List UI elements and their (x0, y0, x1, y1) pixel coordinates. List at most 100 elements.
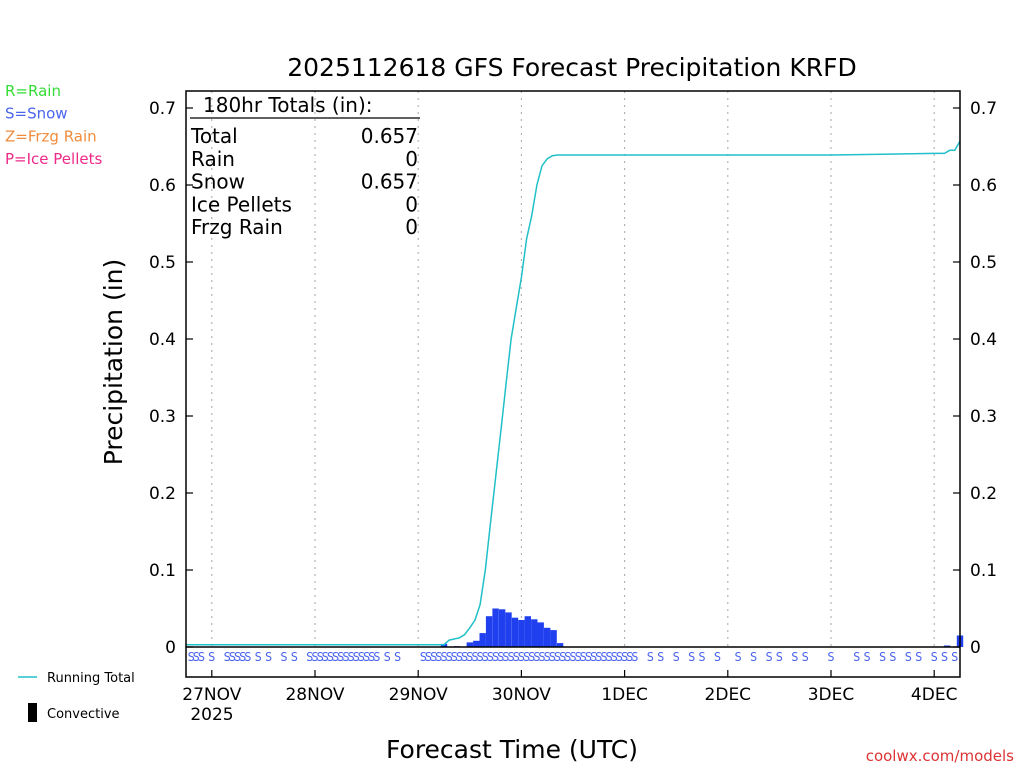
x-axis: 27NOV 28NOV 29NOV 30NOV 1DEC 2DEC 3DEC 4DEC (182, 670, 957, 705)
ptype-letter: S (827, 650, 834, 664)
y-axis-left: 0 0.1 0.2 0.3 0.4 0.5 0.6 0.7 (149, 99, 193, 658)
ptype-letter: S (951, 650, 958, 664)
ptype-letter: S (657, 650, 664, 664)
ptype-letter: S (358, 650, 365, 664)
ptype-letter: S (342, 650, 349, 664)
totals-box: 180hr Totals (in): Total 0.657 Rain 0 Snow 0.… (190, 93, 420, 239)
ptype-letter: S (239, 650, 246, 664)
ptype-letter: S (590, 650, 597, 664)
ptype-letter: S (234, 650, 241, 664)
ptype-letter: S (476, 650, 483, 664)
precip-bar (556, 643, 564, 647)
y-tick-label: 0.5 (149, 253, 176, 273)
ptype-letter: S (600, 650, 607, 664)
ptype-letter: S (224, 650, 231, 664)
x-year-label: 2025 (190, 705, 233, 725)
y-tick-label: 0.2 (149, 484, 176, 504)
ptype-letter: S (353, 650, 360, 664)
ptype-letter: S (611, 650, 618, 664)
precip-bar (550, 630, 557, 647)
ptype-letter: S (471, 650, 478, 664)
ptype-letter: S (451, 650, 458, 664)
totals-row-value: 0.657 (361, 170, 418, 194)
totals-row-label: Total (190, 124, 238, 148)
ptype-letter: S (265, 650, 272, 664)
ptype-letter: S (368, 650, 375, 664)
ptype-letter: S (595, 650, 602, 664)
ptype-letter: S (337, 650, 344, 664)
x-tick-label: 2DEC (705, 685, 752, 705)
precip-bar (479, 633, 486, 647)
y-tick-label-right: 0.4 (970, 330, 997, 350)
ptype-letter: S (394, 650, 401, 664)
ptype-letter: S (621, 650, 628, 664)
ptype-letter: S (317, 650, 324, 664)
y-tick-label: 0.4 (149, 330, 176, 350)
x-tick-label: 28NOV (285, 685, 344, 705)
ptype-letter: S (626, 650, 633, 664)
ptype-letter: S (915, 650, 922, 664)
ptype-legend-item: S=Snow (5, 105, 68, 123)
precip-bars (440, 608, 964, 648)
y-tick-label-right: 0 (970, 638, 981, 658)
ptype-letter: S (631, 650, 638, 664)
ptype-letter: S (941, 650, 948, 664)
totals-row-label: Frzg Rain (191, 215, 283, 239)
ptype-letter: S (188, 650, 195, 664)
ptype-letter: S (425, 650, 432, 664)
precip-bar (537, 622, 544, 647)
ptype-letter: S (889, 650, 896, 664)
ptype-legend-item: P=Ice Pellets (5, 150, 102, 168)
ptype-letter: S (244, 650, 251, 664)
ptype-letter: S (931, 650, 938, 664)
chart-title: 2025112618 GFS Forecast Precipitation KR… (287, 53, 856, 82)
ptype-letter: S (853, 650, 860, 664)
ptype-letter: S (673, 650, 680, 664)
totals-row-label: Rain (191, 147, 235, 171)
ptype-letter: S (229, 650, 236, 664)
ptype-letter: S (456, 650, 463, 664)
plot-frame (185, 90, 961, 678)
x-tick-label: 4DEC (911, 685, 958, 705)
ptype-letter: S (549, 650, 556, 664)
ptype-letter: S (311, 650, 318, 664)
ptype-letter: S (482, 650, 489, 664)
precip-bar (505, 612, 512, 647)
precip-bar (485, 616, 493, 647)
running-total-legend-label: Running Total (47, 671, 135, 686)
ptype-letter: S (616, 650, 623, 664)
y-tick-label: 0.6 (149, 176, 176, 196)
ptype-letter: S (569, 650, 576, 664)
ptype-letter: S (466, 650, 473, 664)
ptype-letter: S (791, 650, 798, 664)
y-tick-label: 0.1 (149, 561, 176, 581)
ptype-legend-item: R=Rain (5, 82, 61, 100)
totals-row-value: 0 (405, 192, 418, 216)
precip-bar (511, 617, 519, 647)
ptype-letter: S (435, 650, 442, 664)
precip-bar (518, 620, 525, 647)
y-tick-label-right: 0.2 (970, 484, 997, 504)
ptype-letter: S (502, 650, 509, 664)
precip-bar (498, 609, 506, 647)
ptype-letter: S (863, 650, 870, 664)
ptype-letter: S (193, 650, 200, 664)
totals-row-value: 0.657 (361, 124, 418, 148)
ptype-letter: S (497, 650, 504, 664)
totals-header: 180hr Totals (in): (203, 93, 373, 117)
ptype-letter: S (332, 650, 339, 664)
ptype-letter: S (580, 650, 587, 664)
precip-bar (531, 619, 538, 647)
precip-bar (524, 616, 531, 647)
y-tick-label-right: 0.5 (970, 253, 997, 273)
ptype-letter: S (698, 650, 705, 664)
ptype-letter: S (492, 650, 499, 664)
precip-bar (466, 642, 473, 647)
ptype-letter: S (528, 650, 535, 664)
ptype-letter: S (306, 650, 313, 664)
ptype-letter: S (363, 650, 370, 664)
ptype-letter: S (554, 650, 561, 664)
running-total-line (186, 140, 961, 646)
ptype-letter: S (518, 650, 525, 664)
totals-row-value: 0 (405, 215, 418, 239)
